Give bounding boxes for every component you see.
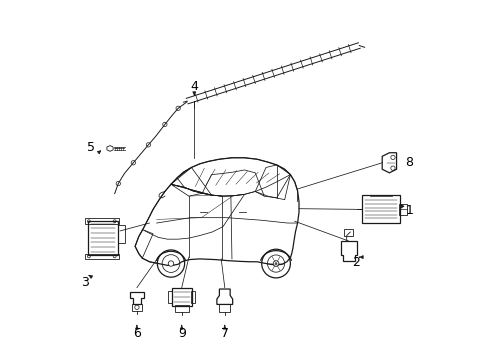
Text: 5: 5 <box>87 141 95 154</box>
Bar <box>399 204 407 215</box>
Text: 1: 1 <box>405 204 412 217</box>
Text: 6: 6 <box>133 327 141 340</box>
Bar <box>88 221 118 255</box>
Bar <box>362 195 399 223</box>
Bar <box>168 291 172 303</box>
Bar <box>85 219 119 224</box>
Bar <box>118 225 125 243</box>
Text: 7: 7 <box>220 327 228 340</box>
Circle shape <box>168 261 173 266</box>
Bar <box>191 291 195 303</box>
Text: 4: 4 <box>190 80 198 93</box>
Bar <box>131 304 142 311</box>
Text: 9: 9 <box>178 327 185 340</box>
Bar <box>344 229 352 235</box>
Bar <box>85 254 119 259</box>
Bar <box>174 305 188 312</box>
Bar <box>219 304 230 312</box>
Text: 2: 2 <box>351 256 359 269</box>
Text: 8: 8 <box>405 156 413 169</box>
Circle shape <box>273 261 278 266</box>
Text: 3: 3 <box>81 276 89 289</box>
Bar <box>171 288 191 306</box>
